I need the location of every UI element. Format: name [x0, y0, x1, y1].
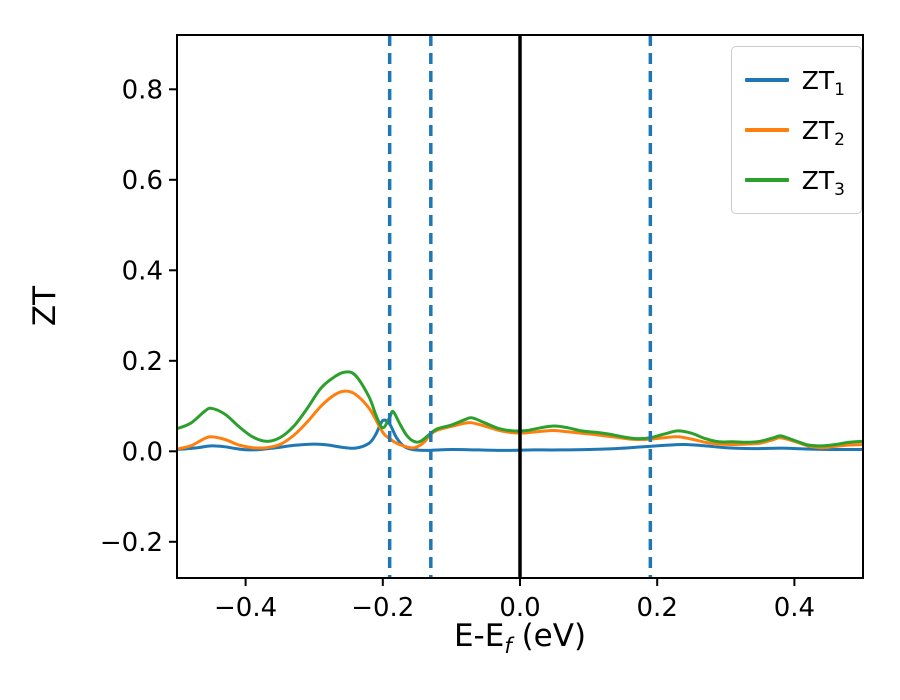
y-axis-label: ZT [27, 285, 63, 327]
legend-entry-ZT_2: ZT2 [744, 105, 845, 155]
y-tick-label: −0.2 [100, 528, 163, 558]
x-axis-label-sub: f [504, 633, 512, 659]
axes-spines [176, 34, 864, 579]
series-line-ZT_3 [177, 370, 863, 448]
x-axis-label: E-Ef (eV) [453, 618, 587, 656]
y-tick-label: 0.6 [122, 166, 163, 196]
x-tick-label: −0.2 [351, 593, 414, 623]
legend-line-sample [744, 128, 789, 132]
x-axis-label-main: E-E [453, 618, 505, 654]
legend-label: ZT1 [801, 65, 845, 100]
x-tick-label: 0.0 [499, 593, 540, 623]
series-line-ZT_2 [177, 389, 863, 451]
x-tick-label: 0.2 [637, 593, 678, 623]
legend-line-sample [744, 178, 789, 182]
legend-entry-ZT_1: ZT1 [744, 55, 845, 105]
y-tick-label: 0.4 [122, 256, 163, 286]
legend: ZT1 ZT2 ZT3 [730, 46, 862, 214]
x-tick-label: 0.4 [774, 593, 815, 623]
legend-label: ZT3 [801, 165, 845, 200]
legend-line-sample [744, 78, 789, 82]
x-tick-label: −0.4 [214, 593, 277, 623]
legend-label: ZT2 [801, 115, 845, 150]
legend-entry-ZT_3: ZT3 [744, 155, 845, 205]
y-tick-label: 0.0 [122, 437, 163, 467]
y-tick-label: 0.8 [122, 75, 163, 105]
x-axis-label-suffix: (eV) [511, 618, 587, 654]
y-tick-label: 0.2 [122, 347, 163, 377]
